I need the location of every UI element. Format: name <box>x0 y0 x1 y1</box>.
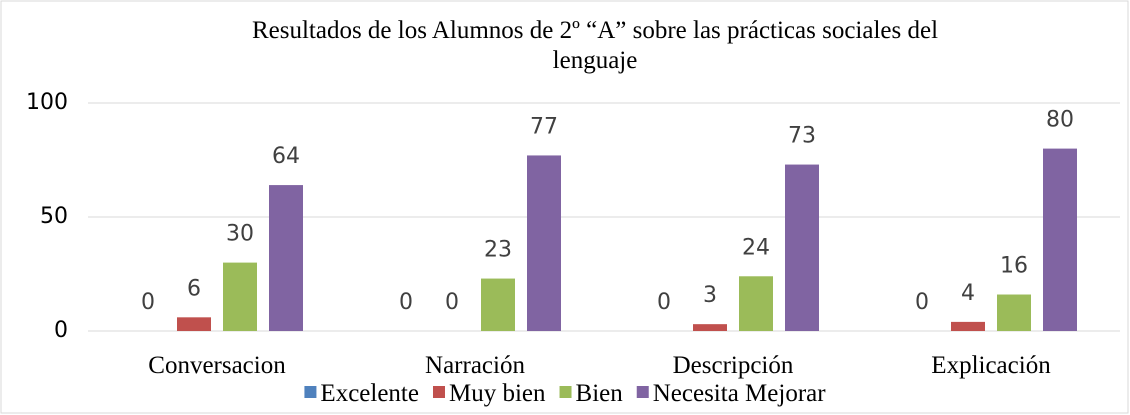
x-tick-label: Conversacion <box>148 352 286 379</box>
bar <box>739 276 773 331</box>
value-label: 73 <box>788 124 816 149</box>
value-label: 0 <box>445 290 459 315</box>
bar <box>481 278 515 331</box>
legend-swatch <box>432 386 445 398</box>
legend-swatch <box>559 386 572 398</box>
value-label: 0 <box>915 290 929 315</box>
value-label: 64 <box>272 144 300 169</box>
bar <box>997 294 1031 331</box>
x-tick-label: Narración <box>425 352 525 379</box>
bar <box>177 317 211 331</box>
legend-swatch <box>304 386 317 398</box>
bar <box>269 185 303 331</box>
value-label: 23 <box>484 238 512 263</box>
chart-title: Resultados de los Alumnos de 2º “A” sobr… <box>251 17 939 74</box>
legend-label: Bien <box>576 380 624 407</box>
bar <box>223 262 257 331</box>
value-label: 0 <box>141 290 155 315</box>
y-tick-label: 50 <box>40 204 68 229</box>
value-label: 3 <box>703 283 717 308</box>
x-tick-label: Descripción <box>673 352 794 379</box>
x-tick-label: Explicación <box>931 352 1051 379</box>
value-label: 6 <box>187 276 201 301</box>
bar <box>1043 148 1077 331</box>
value-label: 16 <box>1000 254 1028 279</box>
y-tick-label: 100 <box>26 90 68 115</box>
value-label: 4 <box>961 281 975 306</box>
value-label: 30 <box>226 222 254 247</box>
value-label: 0 <box>399 290 413 315</box>
legend-label: Necesita Mejorar <box>653 380 827 407</box>
legend-label: Muy bien <box>449 380 546 407</box>
value-label: 24 <box>742 235 770 260</box>
bar <box>951 321 985 331</box>
value-label: 80 <box>1046 108 1074 133</box>
value-label: 0 <box>657 290 671 315</box>
y-tick-label: 0 <box>54 318 68 343</box>
legend-swatch <box>636 386 649 398</box>
legend-label: Excelente <box>320 380 419 407</box>
bar <box>527 155 561 331</box>
bar <box>693 324 727 331</box>
value-label: 77 <box>530 114 558 139</box>
bar <box>785 164 819 331</box>
